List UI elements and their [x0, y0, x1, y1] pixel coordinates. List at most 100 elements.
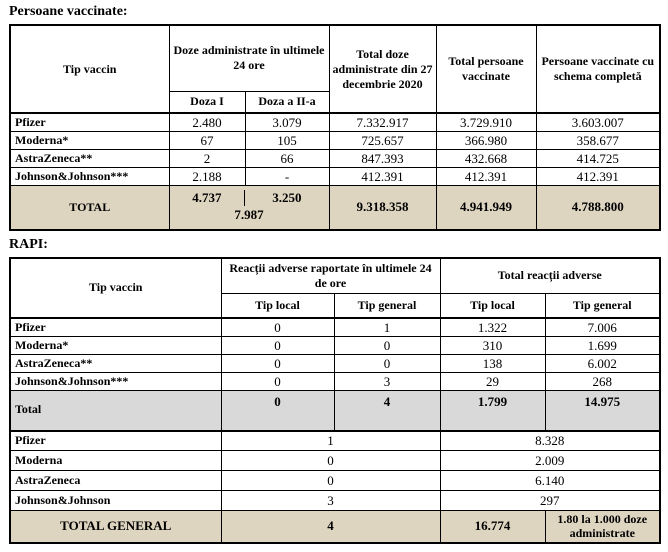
table-row-moderna: Moderna* 67 105 725.657 366.980 358.677 — [9, 131, 661, 150]
total-doses-split-cell: 4.737 3.250 7.987 — [168, 185, 330, 230]
header-total-reactii: Total reacții adverse — [439, 257, 661, 294]
table-row-johnson: Johnson&Johnson*** 2.188 - 412.391 412.3… — [9, 167, 661, 186]
header-doze-24h: Doze administrate în ultimele 24 ore — [168, 24, 330, 92]
vaccine-name-cell: Moderna — [9, 450, 222, 471]
header-total-persoane: Total persoane vaccinate — [435, 24, 537, 114]
total-value-cell: 4 — [333, 390, 441, 432]
table-header-row: Tip vaccin Doze administrate în ultimele… — [9, 24, 661, 114]
header-doza-2: Doza a II-a — [244, 90, 330, 114]
value-cell: 268 — [544, 372, 661, 391]
value-cell: 6.002 — [544, 354, 661, 373]
value-cell: 0 — [220, 354, 335, 373]
total-general-total-value: 16.774 — [439, 509, 546, 544]
value-cell: 0 — [220, 336, 335, 355]
total-value-cell: 0 — [220, 390, 335, 432]
value-cell-24h: 1 — [220, 430, 441, 451]
total-general-label-cell: TOTAL GENERAL — [9, 509, 222, 544]
header-tip-local-24h: Tip local — [220, 292, 335, 319]
vaccine-name-cell: Pfizer — [9, 112, 170, 132]
table-row-johnson: Johnson&Johnson*** 0 3 29 268 — [9, 372, 661, 391]
header-total-doze: Total doze administrate din 27 decembrie… — [328, 24, 437, 114]
vaccine-name-cell: Johnson&Johnson*** — [9, 372, 222, 391]
table-row-pfizer: Pfizer 0 1 1.322 7.006 — [9, 317, 661, 337]
table-row-pfizer-totals: Pfizer 1 8.328 — [9, 430, 661, 451]
value-cell: 358.677 — [535, 131, 661, 150]
header-tip-vaccin: Tip vaccin — [9, 257, 222, 319]
value-cell: 7.332.917 — [328, 112, 437, 132]
value-cell-24h: 3 — [220, 490, 441, 511]
table-row-total-general: TOTAL GENERAL 4 16.774 1.80 la 1.000 doz… — [9, 509, 661, 544]
table-row-astrazeneca: AstraZeneca** 0 0 138 6.002 — [9, 354, 661, 373]
value-cell: 2.188 — [168, 167, 246, 186]
section-title-persoane-vaccinate: Persoane vaccinate: — [9, 4, 128, 19]
value-cell-total: 297 — [439, 490, 661, 511]
total-label-cell: Total — [9, 390, 222, 432]
table-subheader-row: Doza I Doza a II-a — [10, 90, 660, 114]
table-header-row: Tip vaccin Reacții adverse raportate în … — [9, 257, 661, 319]
header-tip-vaccin: Tip vaccin — [9, 24, 170, 114]
value-cell: 3.603.007 — [535, 112, 661, 132]
value-cell: 0 — [333, 354, 441, 373]
vaccine-name-cell: Moderna* — [9, 131, 170, 150]
vaccinated-persons-table: Tip vaccin Doze administrate în ultimele… — [9, 24, 662, 231]
total-value-cell: 9.318.358 — [328, 185, 437, 230]
value-cell: - — [244, 167, 330, 186]
total-doza2-value: 3.250 — [244, 190, 328, 206]
header-tip-local-total: Tip local — [439, 292, 546, 319]
vaccine-name-cell: AstraZeneca** — [9, 149, 170, 168]
value-cell: 3.729.910 — [435, 112, 537, 132]
value-cell-24h: 0 — [220, 470, 441, 491]
value-cell: 66 — [244, 149, 330, 168]
value-cell: 105 — [244, 131, 330, 150]
total-general-24h-value: 4 — [220, 509, 441, 544]
table-subheader-row: Tip local Tip general Tip local Tip gene… — [10, 292, 661, 319]
value-cell-total: 6.140 — [439, 470, 661, 491]
section-title-rapi: RAPI: — [9, 236, 48, 252]
vaccine-name-cell: AstraZeneca** — [9, 354, 222, 373]
value-cell: 1.322 — [439, 317, 546, 337]
value-cell: 0 — [220, 372, 335, 391]
value-cell-total: 2.009 — [439, 450, 661, 471]
total-doses-by-dose: 4.737 3.250 — [170, 190, 328, 206]
vaccine-name-cell: Pfizer — [9, 317, 222, 337]
vaccine-name-cell: Pfizer — [9, 430, 222, 451]
value-cell: 1 — [333, 317, 441, 337]
value-cell: 3.079 — [244, 112, 330, 132]
value-cell: 412.391 — [435, 167, 537, 186]
value-cell: 412.391 — [328, 167, 437, 186]
total-general-rate-cell: 1.80 la 1.000 doze administrate — [544, 509, 661, 544]
table-row-total-reactions: Total 0 4 1.799 14.975 — [9, 390, 661, 432]
value-cell: 310 — [439, 336, 546, 355]
vaccine-name-cell: Johnson&Johnson — [9, 490, 222, 511]
value-cell: 2.480 — [168, 112, 246, 132]
header-schema-completa: Persoane vaccinate cu schema completă — [535, 24, 661, 114]
total-value-cell: 4.788.800 — [535, 185, 661, 230]
value-cell: 847.393 — [328, 149, 437, 168]
vaccine-name-cell: Johnson&Johnson*** — [9, 167, 170, 186]
total-value-cell: 14.975 — [544, 390, 661, 432]
vaccine-name-cell: AstraZeneca — [9, 470, 222, 491]
value-cell: 432.668 — [435, 149, 537, 168]
value-cell: 7.006 — [544, 317, 661, 337]
value-cell: 725.657 — [328, 131, 437, 150]
table-row-pfizer: Pfizer 2.480 3.079 7.332.917 3.729.910 3… — [9, 112, 661, 132]
value-cell: 2 — [168, 149, 246, 168]
table-row-moderna-totals: Moderna 0 2.009 — [9, 450, 661, 471]
value-cell: 366.980 — [435, 131, 537, 150]
total-doza1-value: 4.737 — [192, 190, 222, 205]
vaccine-name-cell: Moderna* — [9, 336, 222, 355]
value-cell-total: 8.328 — [439, 430, 661, 451]
header-reactii-24h: Reacții adverse raportate în ultimele 24… — [220, 257, 441, 294]
header-tip-general-total: Tip general — [544, 292, 661, 319]
header-tip-general-24h: Tip general — [333, 292, 441, 319]
header-doza-1: Doza I — [168, 90, 246, 114]
total-value-cell: 1.799 — [439, 390, 546, 432]
value-cell-24h: 0 — [220, 450, 441, 471]
rapi-adverse-reactions-table: Tip vaccin Reacții adverse raportate în … — [9, 256, 662, 544]
value-cell: 412.391 — [535, 167, 661, 186]
table-row-astrazeneca-totals: AstraZeneca 0 6.140 — [9, 470, 661, 491]
total-value-cell: 4.941.949 — [435, 185, 537, 230]
value-cell: 138 — [439, 354, 546, 373]
value-cell: 29 — [439, 372, 546, 391]
